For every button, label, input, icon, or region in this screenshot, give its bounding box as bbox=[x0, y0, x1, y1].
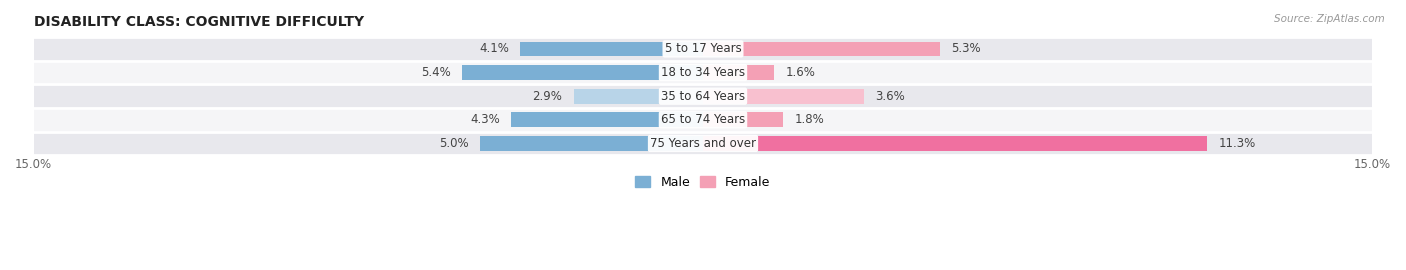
Bar bbox=[479, 136, 703, 151]
Text: 3.6%: 3.6% bbox=[875, 90, 904, 103]
Text: 2.9%: 2.9% bbox=[533, 90, 562, 103]
Text: 65 to 74 Years: 65 to 74 Years bbox=[661, 113, 745, 126]
Bar bbox=[34, 108, 1372, 131]
Bar bbox=[34, 131, 1372, 155]
Text: 5.0%: 5.0% bbox=[439, 137, 468, 150]
Text: Source: ZipAtlas.com: Source: ZipAtlas.com bbox=[1274, 14, 1385, 23]
Text: 5.3%: 5.3% bbox=[950, 42, 980, 55]
Bar bbox=[34, 84, 1372, 108]
Text: 18 to 34 Years: 18 to 34 Years bbox=[661, 66, 745, 79]
Bar bbox=[463, 65, 703, 80]
Bar bbox=[703, 113, 783, 127]
Bar bbox=[703, 42, 939, 56]
Legend: Male, Female: Male, Female bbox=[630, 171, 776, 194]
Bar bbox=[703, 89, 863, 103]
Bar bbox=[34, 37, 1372, 61]
Bar bbox=[520, 42, 703, 56]
Text: DISABILITY CLASS: COGNITIVE DIFFICULTY: DISABILITY CLASS: COGNITIVE DIFFICULTY bbox=[34, 15, 364, 29]
Text: 75 Years and over: 75 Years and over bbox=[650, 137, 756, 150]
Bar bbox=[34, 61, 1372, 84]
Bar bbox=[574, 89, 703, 103]
Text: 1.8%: 1.8% bbox=[794, 113, 824, 126]
Text: 11.3%: 11.3% bbox=[1219, 137, 1256, 150]
Bar bbox=[703, 136, 1208, 151]
Text: 1.6%: 1.6% bbox=[786, 66, 815, 79]
Text: 5 to 17 Years: 5 to 17 Years bbox=[665, 42, 741, 55]
Text: 4.3%: 4.3% bbox=[470, 113, 501, 126]
Bar bbox=[512, 113, 703, 127]
Text: 4.1%: 4.1% bbox=[479, 42, 509, 55]
Text: 35 to 64 Years: 35 to 64 Years bbox=[661, 90, 745, 103]
Text: 5.4%: 5.4% bbox=[420, 66, 451, 79]
Bar bbox=[703, 65, 775, 80]
